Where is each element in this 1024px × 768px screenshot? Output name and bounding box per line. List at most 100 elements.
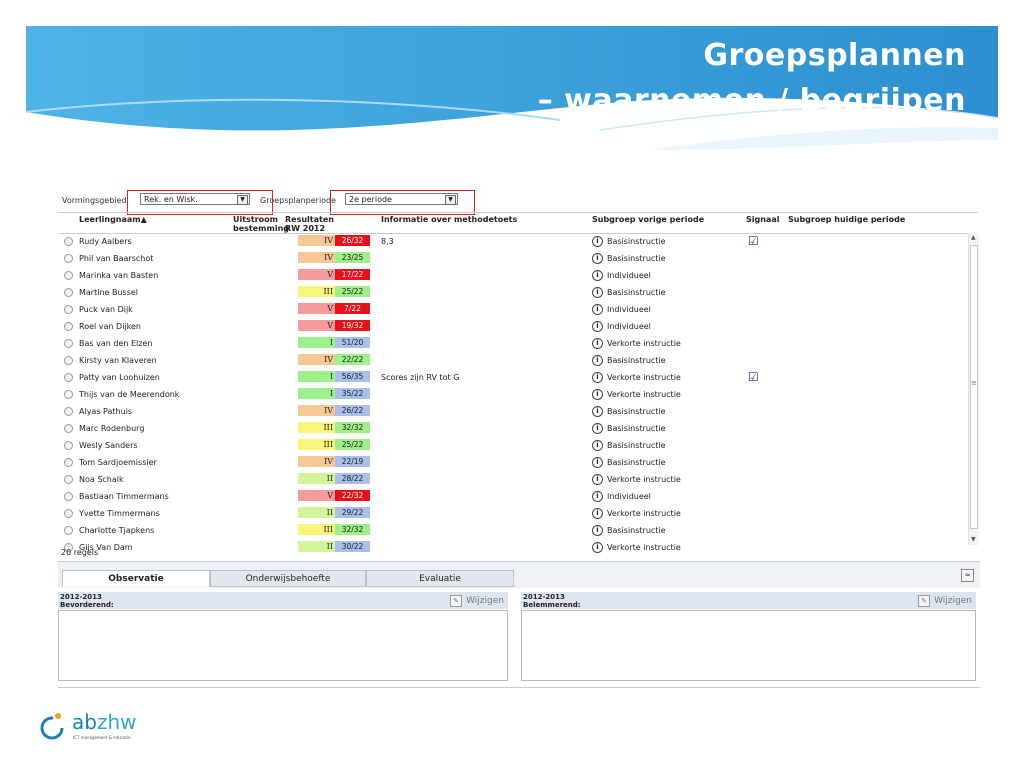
table-row[interactable]: Bas van den Elzen I 51/20 i Verkorte instruc…	[58, 335, 970, 352]
level-badge: V	[298, 303, 335, 314]
subgroep-vorige: Basisinstructie	[607, 407, 666, 416]
checkbox-checked-icon[interactable]: ☑	[748, 370, 759, 384]
row-radio-button[interactable]	[64, 322, 73, 331]
level-badge: IV	[298, 405, 335, 416]
row-radio-button[interactable]	[64, 339, 73, 348]
subgroep-vorige: Basisinstructie	[607, 458, 666, 467]
student-name: Gijs Van Dam	[79, 543, 133, 552]
row-radio-button[interactable]	[64, 509, 73, 518]
table-row[interactable]: Bastiaan Timmermans V 22/32 i Individueel	[58, 488, 970, 505]
table-row[interactable]: Alyas Pathuis IV 26/22 i Basisinstructie	[58, 403, 970, 420]
row-radio-button[interactable]	[64, 271, 73, 280]
table-row[interactable]: Rudy Aalbers IV 26/32 8,3 i Basisinstructie ☑	[58, 233, 970, 250]
column-header-leerlingnaam[interactable]: Leerlingnaam▲	[79, 215, 147, 224]
row-radio-button[interactable]	[64, 424, 73, 433]
row-radio-button[interactable]	[64, 441, 73, 450]
chevron-down-icon[interactable]: ▼	[237, 195, 248, 205]
row-radio-button[interactable]	[64, 254, 73, 263]
info-icon[interactable]: i	[592, 270, 603, 281]
table-row[interactable]: Thijs van de Meerendonk I 35/22 i Verkorte i…	[58, 386, 970, 403]
info-icon[interactable]: i	[592, 457, 603, 468]
info-icon[interactable]: i	[592, 236, 603, 247]
table-scrollbar[interactable]: ▲ ≡ ▼	[968, 233, 979, 545]
info-icon[interactable]: i	[592, 423, 603, 434]
row-radio-button[interactable]	[64, 526, 73, 535]
table-row[interactable]: Tom Sardjoemissier IV 22/19 i Basisinstructi…	[58, 454, 970, 471]
level-badge: IV	[298, 354, 335, 365]
table-row[interactable]: Charlotte Tjapkens III 32/32 i Basisinstruct…	[58, 522, 970, 539]
student-name: Noa Schalk	[79, 475, 124, 484]
chevron-up-double-icon[interactable]: ≈	[961, 569, 974, 582]
level-badge: I	[298, 371, 335, 382]
scrollbar-thumb[interactable]	[970, 245, 978, 529]
info-icon[interactable]: i	[592, 474, 603, 485]
table-row[interactable]: Marinka van Basten V 17/22 i Individueel	[58, 267, 970, 284]
checkbox-checked-icon[interactable]: ☑	[748, 234, 759, 248]
column-header-informatie: Informatie over methodetoets	[381, 215, 518, 224]
tab-observatie[interactable]: Observatie	[62, 570, 210, 587]
table-row[interactable]: Puck van Dijk V 7/22 i Individueel	[58, 301, 970, 318]
table-row[interactable]: Wesly Sanders III 25/22 i Basisinstructie	[58, 437, 970, 454]
table-row[interactable]: Martine Bussel III 25/22 i Basisinstructie	[58, 284, 970, 301]
slide-header: Groepsplannen – waarnemen / begrijpen	[0, 0, 1024, 190]
info-icon[interactable]: i	[592, 406, 603, 417]
belemmerend-textarea[interactable]	[521, 610, 976, 681]
table-row[interactable]: Yvette Timmermans II 29/22 i Verkorte instru…	[58, 505, 970, 522]
tab-evaluatie[interactable]: Evaluatie	[366, 570, 514, 587]
row-radio-button[interactable]	[64, 373, 73, 382]
info-icon[interactable]: i	[592, 508, 603, 519]
info-icon[interactable]: i	[592, 440, 603, 451]
info-icon[interactable]: i	[592, 253, 603, 264]
row-radio-button[interactable]	[64, 492, 73, 501]
scroll-up-icon[interactable]: ▲	[971, 234, 976, 241]
scroll-down-icon[interactable]: ▼	[971, 536, 976, 543]
table-row[interactable]: Phil van Baarschot IV 23/25 i Basisinstructi…	[58, 250, 970, 267]
row-radio-button[interactable]	[64, 543, 73, 552]
table-row[interactable]: Gijs Van Dam II 30/22 i Verkorte instructie	[58, 539, 970, 556]
score-badge: 25/22	[335, 286, 370, 297]
column-header-uitstroom: Uitstroom bestemming	[233, 215, 289, 233]
bevorderend-textarea[interactable]	[58, 610, 508, 681]
chevron-down-icon[interactable]: ▼	[445, 195, 456, 205]
score-badge: 26/32	[335, 235, 370, 246]
score-badge: 22/22	[335, 354, 370, 365]
groepsplanperiode-select[interactable]: 2e periode ▼	[345, 193, 458, 205]
wijzigen-button-left[interactable]: ✎ Wijzigen	[450, 595, 504, 607]
table-row[interactable]: Noa Schalk II 28/22 i Verkorte instructie	[58, 471, 970, 488]
logo-ring-icon	[40, 713, 64, 740]
row-radio-button[interactable]	[64, 356, 73, 365]
table-row[interactable]: Kirsty van Klaveren IV 22/22 i Basisinstruct…	[58, 352, 970, 369]
row-radio-button[interactable]	[64, 305, 73, 314]
table-row[interactable]: Patty van Loohuizen I 56/35 Scores zijn RV …	[58, 369, 970, 386]
info-icon[interactable]: i	[592, 321, 603, 332]
column-header-subgroep-vorige: Subgroep vorige periode	[592, 215, 705, 224]
level-badge: II	[298, 507, 335, 518]
info-icon[interactable]: i	[592, 355, 603, 366]
result-cell: V 7/22	[298, 303, 370, 314]
info-icon[interactable]: i	[592, 304, 603, 315]
table-row[interactable]: Marc Rodenburg III 32/32 i Basisinstructie	[58, 420, 970, 437]
wijzigen-button-right[interactable]: ✎ Wijzigen	[918, 595, 972, 607]
column-header-resultaten-line2: RW 2012	[285, 224, 326, 233]
info-icon[interactable]: i	[592, 525, 603, 536]
row-radio-button[interactable]	[64, 390, 73, 399]
tab-onderwijsbehoefte[interactable]: Onderwijsbehoefte	[210, 570, 366, 587]
row-radio-button[interactable]	[64, 288, 73, 297]
info-icon[interactable]: i	[592, 338, 603, 349]
info-icon[interactable]: i	[592, 287, 603, 298]
student-name: Marc Rodenburg	[79, 424, 145, 433]
score-badge: 26/22	[335, 405, 370, 416]
info-icon[interactable]: i	[592, 389, 603, 400]
panel-belemmerend-label: Belemmerend:	[523, 601, 581, 609]
result-cell: II 29/22	[298, 507, 370, 518]
student-name: Alyas Pathuis	[79, 407, 133, 416]
row-radio-button[interactable]	[64, 458, 73, 467]
row-radio-button[interactable]	[64, 475, 73, 484]
row-radio-button[interactable]	[64, 237, 73, 246]
row-radio-button[interactable]	[64, 407, 73, 416]
vormingsgebied-select[interactable]: Rek. en Wisk. ▼	[140, 193, 250, 205]
table-row[interactable]: Roel van Dijken V 19/32 i Individueel	[58, 318, 970, 335]
info-icon[interactable]: i	[592, 491, 603, 502]
info-icon[interactable]: i	[592, 542, 603, 553]
info-icon[interactable]: i	[592, 372, 603, 383]
